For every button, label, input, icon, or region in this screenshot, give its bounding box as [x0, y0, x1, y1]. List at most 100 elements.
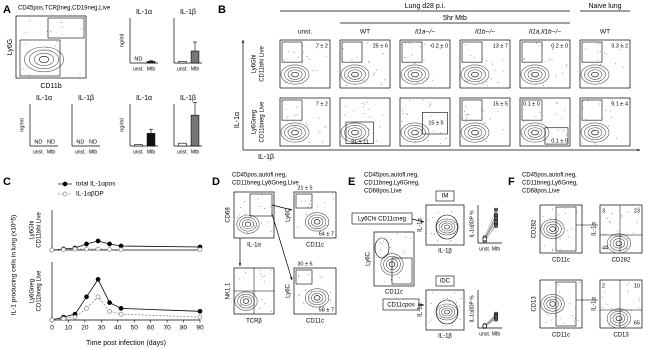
event-dot	[404, 57, 406, 59]
event-dot	[381, 242, 383, 244]
data-point	[197, 314, 203, 320]
event-dot	[451, 211, 453, 213]
axis-label: IL-1β	[258, 154, 274, 161]
event-dot	[543, 245, 545, 247]
event-dot	[610, 116, 612, 118]
contour	[307, 214, 327, 230]
event-dot	[240, 207, 242, 209]
event-dot	[610, 110, 612, 112]
event-dot	[363, 113, 365, 115]
contour	[615, 240, 623, 247]
data-point	[493, 207, 499, 212]
contour	[591, 71, 599, 78]
axis-label: IL-1α	[247, 243, 261, 249]
event-dot	[422, 99, 424, 101]
x-tick-label: Mtb	[191, 66, 200, 72]
event-dot	[542, 85, 544, 87]
event-dot	[448, 300, 450, 302]
gate-value: 7 ± 2	[316, 43, 328, 49]
event-dot	[485, 140, 487, 142]
event-dot	[465, 105, 467, 107]
gate	[19, 39, 61, 77]
event-dot	[54, 45, 56, 47]
event-dot	[261, 276, 263, 278]
event-dot	[454, 292, 456, 294]
data-point	[95, 277, 101, 282]
event-dot	[544, 61, 546, 63]
event-dot	[550, 217, 552, 219]
contour	[237, 293, 255, 309]
event-dot	[351, 58, 353, 60]
x-tick-label: Mtb	[191, 149, 200, 155]
event-dot	[430, 319, 432, 321]
chart-title: IL-1β	[180, 95, 196, 102]
event-dot	[240, 303, 242, 305]
event-dot	[298, 294, 300, 296]
event-dot	[620, 42, 622, 44]
bar	[178, 142, 187, 147]
contour	[234, 291, 258, 311]
event-dot	[61, 33, 63, 35]
contour	[609, 235, 629, 251]
contour	[340, 122, 370, 143]
event-dot	[302, 60, 304, 62]
event-dot	[430, 115, 432, 117]
event-dot	[383, 280, 385, 282]
event-dot	[390, 239, 392, 241]
event-dot	[465, 44, 467, 46]
contour	[340, 64, 370, 85]
event-dot	[606, 217, 608, 219]
event-dot	[490, 77, 492, 79]
event-dot	[50, 31, 52, 33]
event-dot	[324, 202, 326, 204]
event-dot	[430, 45, 432, 47]
event-dot	[489, 118, 491, 120]
event-dot	[585, 48, 587, 50]
event-dot	[409, 99, 411, 101]
contour	[546, 223, 559, 235]
data-point	[107, 247, 112, 252]
y-axis-label: IL-1αβDP %	[469, 210, 475, 238]
event-dot	[238, 278, 240, 280]
event-dot	[565, 212, 567, 214]
event-dot	[603, 52, 605, 54]
event-dot	[475, 135, 477, 137]
event-dot	[317, 130, 319, 132]
x-tick-label: 0	[50, 325, 54, 332]
event-dot	[259, 269, 261, 271]
data-point	[197, 247, 203, 252]
contour	[591, 129, 599, 136]
event-dot	[306, 56, 308, 58]
gate	[521, 99, 543, 121]
event-dot	[238, 214, 240, 216]
contour	[584, 67, 606, 83]
event-dot	[450, 239, 452, 241]
event-dot	[305, 122, 307, 124]
contour	[351, 71, 359, 78]
data-point	[84, 241, 89, 247]
event-dot	[621, 216, 623, 218]
event-dot	[449, 241, 451, 243]
gate-value: 0.1 ± 0	[523, 101, 540, 107]
event-dot	[554, 113, 556, 115]
event-dot	[297, 56, 299, 58]
row-label: Ly6Gneg	[30, 279, 36, 303]
event-dot	[600, 51, 602, 53]
data-point	[84, 294, 89, 300]
legend-marker	[62, 191, 68, 197]
gate-value: 44	[602, 245, 608, 251]
axis-label: Ly6G	[7, 39, 14, 55]
event-dot	[429, 102, 431, 104]
event-dot	[552, 48, 554, 50]
event-dot	[570, 228, 572, 230]
event-dot	[327, 309, 329, 311]
event-dot	[259, 273, 261, 275]
data-point	[49, 247, 55, 253]
contour	[287, 69, 303, 80]
contour	[291, 71, 299, 78]
event-dot	[617, 230, 619, 232]
event-dot	[473, 57, 475, 59]
event-dot	[466, 117, 468, 119]
event-dot	[270, 231, 272, 233]
